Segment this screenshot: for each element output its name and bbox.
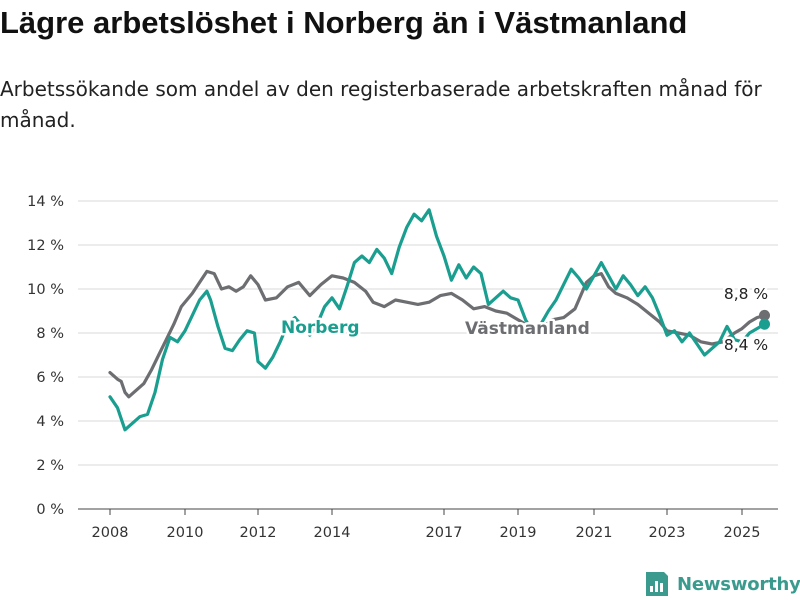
y-tick-label: 8 %: [36, 326, 64, 342]
newsworthy-logo-icon: [646, 572, 668, 596]
page-title: Lägre arbetslöshet i Norberg än i Västma…: [0, 5, 688, 40]
series-line-västmanland: [108, 269, 767, 399]
y-tick-label: 0 %: [36, 502, 64, 518]
x-tick-label: 2010: [167, 525, 204, 541]
x-axis-ticks: 2008 2010 2012 2014 2017 2019 2021 2023 2025: [92, 509, 761, 541]
series-label-vastmanland: Västmanland: [465, 319, 590, 339]
x-tick-label: 2008: [92, 525, 129, 541]
x-tick-label: 2017: [426, 525, 463, 541]
series-end-point-norberg: [759, 318, 770, 330]
chart-series: [108, 208, 770, 432]
y-gridlines: [78, 200, 778, 510]
y-axis-ticks: 0 % 2 % 4 % 6 % 8 % 10 % 12 % 14 %: [27, 194, 64, 518]
y-tick-label: 4 %: [36, 414, 64, 430]
series-end-point-västmanland: [759, 309, 770, 321]
page-subtitle: Arbetssökande som andel av den registerb…: [0, 77, 762, 132]
end-value-label-norberg: 8,4 %: [724, 336, 768, 354]
x-tick-label: 2021: [576, 525, 613, 541]
series-label-norberg: Norberg: [281, 318, 360, 338]
series-line-norberg: [108, 208, 767, 432]
y-tick-label: 14 %: [27, 194, 64, 210]
x-tick-label: 2019: [500, 525, 537, 541]
x-tick-label: 2012: [240, 525, 277, 541]
y-tick-label: 10 %: [27, 282, 64, 298]
x-tick-label: 2023: [649, 525, 686, 541]
end-value-label-vastmanland: 8,8 %: [724, 285, 768, 303]
chart-labels: Norberg Västmanland 8,8 % 8,4 %: [279, 283, 771, 357]
y-tick-label: 2 %: [36, 458, 64, 474]
x-tick-label: 2014: [314, 525, 351, 541]
y-tick-label: 12 %: [27, 238, 64, 254]
brand-name: Newsworthy: [677, 573, 800, 595]
x-tick-label: 2025: [724, 525, 761, 541]
y-tick-label: 6 %: [36, 370, 64, 386]
newsworthy-brand[interactable]: Newsworthy: [644, 568, 800, 600]
